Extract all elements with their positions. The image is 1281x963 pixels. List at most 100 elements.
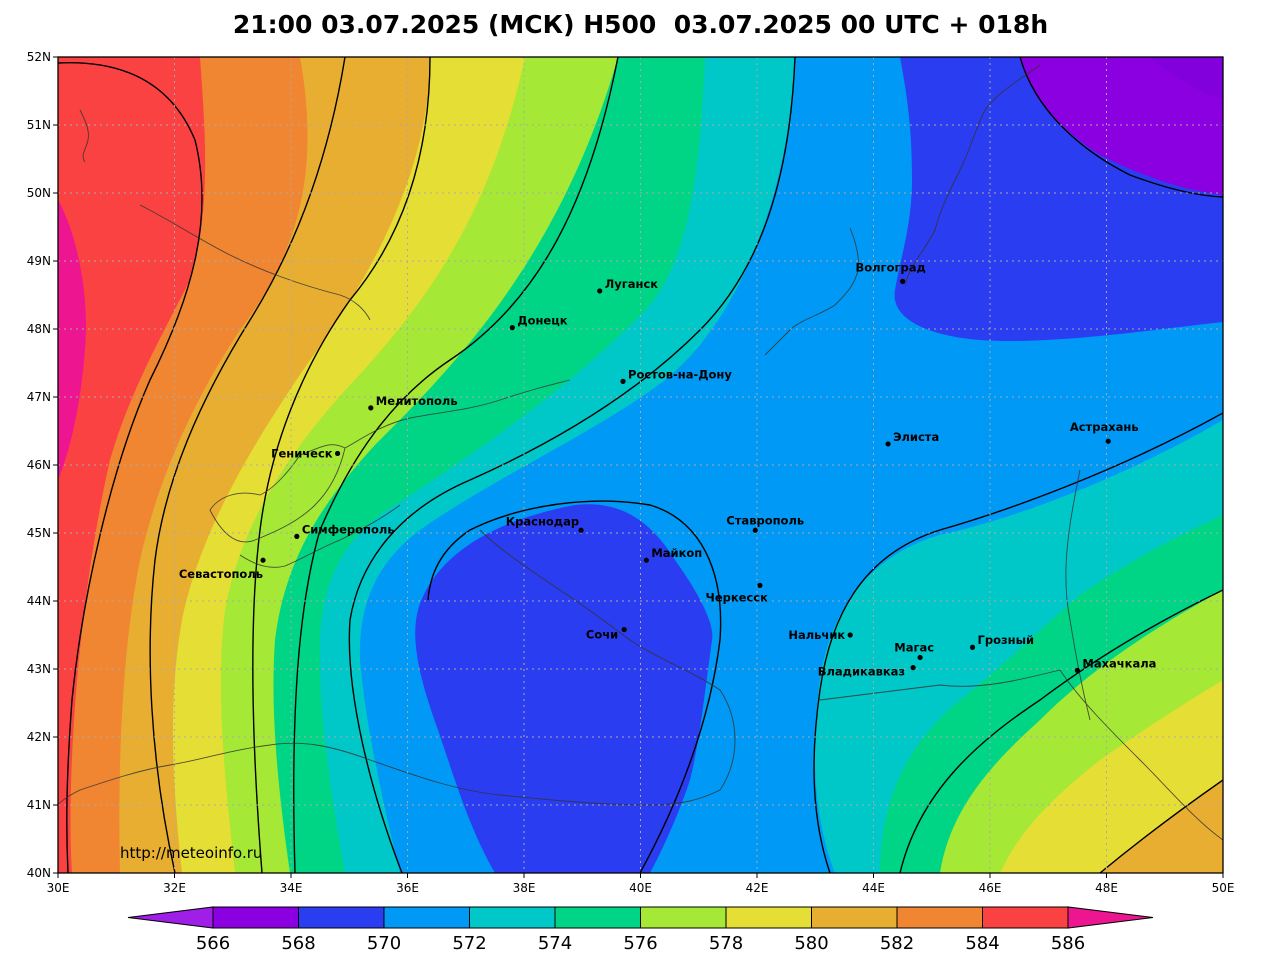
colorbar-label: 570 bbox=[367, 933, 401, 954]
y-tick-label: 48N bbox=[27, 322, 51, 336]
city-label: Черкесск bbox=[706, 590, 769, 604]
city-marker bbox=[597, 288, 603, 294]
colorbar-swatch bbox=[554, 906, 641, 929]
grid-lines bbox=[58, 57, 1223, 873]
band-580-se bbox=[1100, 780, 1223, 873]
city-label: Луганск bbox=[605, 277, 659, 291]
y-tick-label: 41N bbox=[27, 798, 51, 812]
y-tick-label: 46N bbox=[27, 458, 51, 472]
city-marker bbox=[368, 405, 374, 411]
x-tick-label: 34E bbox=[280, 881, 303, 895]
city-marker bbox=[1105, 438, 1111, 444]
contour-line bbox=[1019, 57, 1223, 198]
y-tick-label: 44N bbox=[27, 594, 51, 608]
city-marker bbox=[910, 665, 916, 671]
contour-line bbox=[293, 57, 619, 873]
city-label: Геническ bbox=[271, 446, 333, 460]
colorbar-swatch bbox=[982, 906, 1069, 929]
y-tick-label: 50N bbox=[27, 186, 51, 200]
colorbar: 566 568 570 572 574 576 578 580 582 584 586 bbox=[127, 906, 1154, 954]
y-axis: 52N 51N 50N 49N 48N 47N 46N 45N 44N 43N 42N 41N 40N bbox=[27, 50, 58, 880]
colorbar-label: 584 bbox=[965, 933, 999, 954]
city-label: Ростов-на-Дону bbox=[628, 367, 732, 381]
city-marker bbox=[1074, 667, 1080, 673]
x-tick-label: 36E bbox=[396, 881, 419, 895]
river bbox=[764, 227, 859, 356]
city-label: Астрахань bbox=[1070, 420, 1139, 434]
colorbar-label: 578 bbox=[709, 933, 743, 954]
colorbar-extend-low bbox=[127, 906, 214, 929]
coastline bbox=[1065, 469, 1091, 721]
city-label: Волгоград bbox=[855, 260, 925, 274]
x-tick-label: 50E bbox=[1212, 881, 1235, 895]
y-tick-label: 51N bbox=[27, 118, 51, 132]
city-label: Нальчик bbox=[788, 628, 845, 642]
x-axis: 30E 32E 34E 36E 38E 40E 42E 44E 46E 48E 50E bbox=[47, 873, 1235, 895]
colorbar-swatch bbox=[725, 906, 812, 929]
band-586 bbox=[58, 200, 86, 480]
watermark-text: http://meteoinfo.ru bbox=[120, 844, 262, 862]
band-564 bbox=[1150, 57, 1223, 100]
y-tick-label: 47N bbox=[27, 390, 51, 404]
city-marker bbox=[509, 325, 515, 331]
colorbar-label: 568 bbox=[281, 933, 315, 954]
contour-line bbox=[348, 57, 796, 873]
y-tick-label: 49N bbox=[27, 254, 51, 268]
colorbar-label: 586 bbox=[1051, 933, 1085, 954]
x-tick-label: 46E bbox=[979, 881, 1002, 895]
border bbox=[139, 204, 371, 321]
x-tick-label: 48E bbox=[1095, 881, 1118, 895]
x-tick-label: 32E bbox=[163, 881, 186, 895]
band-566 bbox=[1020, 57, 1223, 195]
city-label: Симферополь bbox=[302, 522, 395, 536]
colorbar-label: 582 bbox=[880, 933, 914, 954]
colorbar-swatch bbox=[469, 906, 556, 929]
coastline bbox=[209, 447, 346, 543]
contour-line bbox=[1099, 779, 1223, 873]
city-marker bbox=[885, 441, 891, 447]
city-marker bbox=[578, 527, 584, 533]
coastline bbox=[239, 504, 401, 568]
city-label: Элиста bbox=[893, 430, 939, 444]
band-568-south bbox=[415, 504, 713, 873]
x-tick-label: 40E bbox=[629, 881, 652, 895]
city-marker bbox=[260, 557, 266, 563]
colorbar-swatch bbox=[212, 906, 299, 929]
coastline bbox=[299, 379, 571, 456]
colorbar-label: 566 bbox=[196, 933, 230, 954]
y-tick-label: 52N bbox=[27, 50, 51, 64]
city-marker bbox=[752, 527, 758, 533]
colorbar-swatch bbox=[811, 906, 898, 929]
city-marker bbox=[335, 450, 341, 457]
city-marker bbox=[620, 378, 626, 384]
city-label: Майкоп bbox=[651, 546, 702, 560]
x-tick-label: 38E bbox=[513, 881, 536, 895]
city-marker bbox=[847, 632, 853, 638]
city-label: Владикавказ bbox=[818, 665, 905, 679]
x-tick-label: 44E bbox=[862, 881, 885, 895]
colorbar-label: 572 bbox=[452, 933, 486, 954]
geography-outline-layer bbox=[58, 64, 1223, 841]
colorbar-label: 576 bbox=[623, 933, 657, 954]
river bbox=[904, 64, 1041, 286]
city-label: Магас bbox=[894, 640, 934, 654]
city-layer: Луганск Донецк Волгоград Ростов-на-Дону Мели… bbox=[179, 260, 1157, 678]
x-tick-label: 30E bbox=[47, 881, 70, 895]
city-label: Мелитополь bbox=[376, 394, 458, 408]
contour-line bbox=[813, 412, 1223, 873]
y-tick-label: 43N bbox=[27, 662, 51, 676]
city-label: Севастополь bbox=[179, 567, 263, 581]
colorbar-swatch bbox=[383, 906, 470, 929]
city-label: Сочи bbox=[586, 628, 618, 642]
coastline bbox=[369, 529, 736, 806]
colorbar-extend-high bbox=[1067, 906, 1154, 929]
coastline bbox=[58, 742, 371, 806]
map-title: 21:00 03.07.2025 (МСК) H500 03.07.2025 0… bbox=[232, 10, 1049, 39]
y-tick-label: 42N bbox=[27, 730, 51, 744]
city-label: Грозный bbox=[978, 633, 1035, 647]
city-label: Донецк bbox=[517, 314, 567, 328]
contour-line bbox=[899, 589, 1223, 873]
city-label: Краснодар bbox=[506, 514, 579, 528]
river bbox=[79, 109, 89, 163]
city-marker bbox=[757, 582, 763, 588]
